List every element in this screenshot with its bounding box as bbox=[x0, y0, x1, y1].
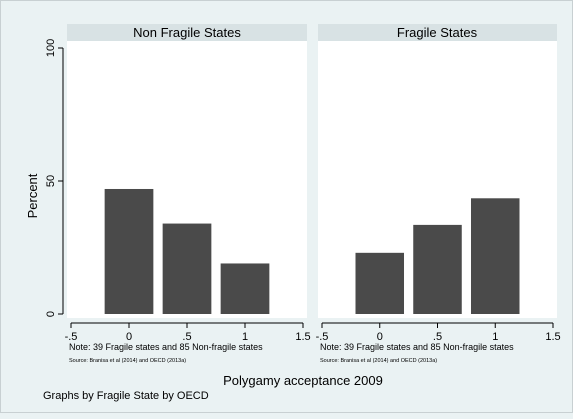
bar bbox=[162, 223, 212, 314]
source-text: Source: Branisa et al (2014) and OECD (2… bbox=[320, 358, 437, 364]
x-tick-label: .5 bbox=[433, 331, 442, 343]
source-text: Source: Branisa et al (2014) and OECD (2… bbox=[69, 358, 186, 364]
x-tick-label: -.5 bbox=[316, 331, 329, 343]
y-tick-label: 50 bbox=[45, 175, 57, 187]
y-tick-label: 0 bbox=[45, 311, 57, 317]
x-tick-label: .5 bbox=[182, 331, 191, 343]
panel-title: Non Fragile States bbox=[133, 25, 241, 40]
bar bbox=[355, 252, 405, 314]
bar-group bbox=[355, 198, 520, 314]
x-tick-label: 1 bbox=[492, 331, 498, 343]
panel-title: Fragile States bbox=[397, 25, 478, 40]
panel-strip bbox=[67, 24, 307, 41]
axes: -.5 0 .5 1 1.5 bbox=[316, 322, 561, 343]
x-tick-label: -.5 bbox=[65, 331, 78, 343]
bar bbox=[104, 188, 154, 314]
panel-fragile: Fragile States -.5 0 .5 1 1.5 Note: 39 Fragi… bbox=[316, 24, 561, 364]
bar-group bbox=[104, 188, 270, 314]
x-tick-label: 1.5 bbox=[545, 331, 560, 343]
x-tick-label: 1 bbox=[242, 331, 248, 343]
y-axis-title: Percent bbox=[25, 173, 40, 218]
bar bbox=[470, 198, 520, 314]
x-axis-title: Polygamy acceptance 2009 bbox=[223, 373, 383, 388]
axes: -.5 0 .5 1 1.5 bbox=[65, 322, 311, 343]
panel-strip bbox=[318, 24, 557, 41]
y-axis: 0 50 100 bbox=[45, 39, 64, 317]
x-tick-label: 1.5 bbox=[295, 331, 310, 343]
note-text: Note: 39 Fragile states and 85 Non-fragi… bbox=[69, 342, 263, 352]
x-tick-label: 0 bbox=[126, 331, 132, 343]
bar bbox=[413, 224, 462, 314]
y-tick-label: 100 bbox=[45, 39, 57, 57]
panel-non-fragile: Non Fragile States -.5 0 .5 1 1.5 Note: 39 F… bbox=[65, 24, 311, 364]
note-text: Note: 39 Fragile states and 85 Non-fragi… bbox=[320, 342, 514, 352]
graph-caption: Graphs by Fragile State by OECD bbox=[43, 390, 209, 402]
x-tick-label: 0 bbox=[377, 331, 383, 343]
bar bbox=[220, 263, 270, 314]
